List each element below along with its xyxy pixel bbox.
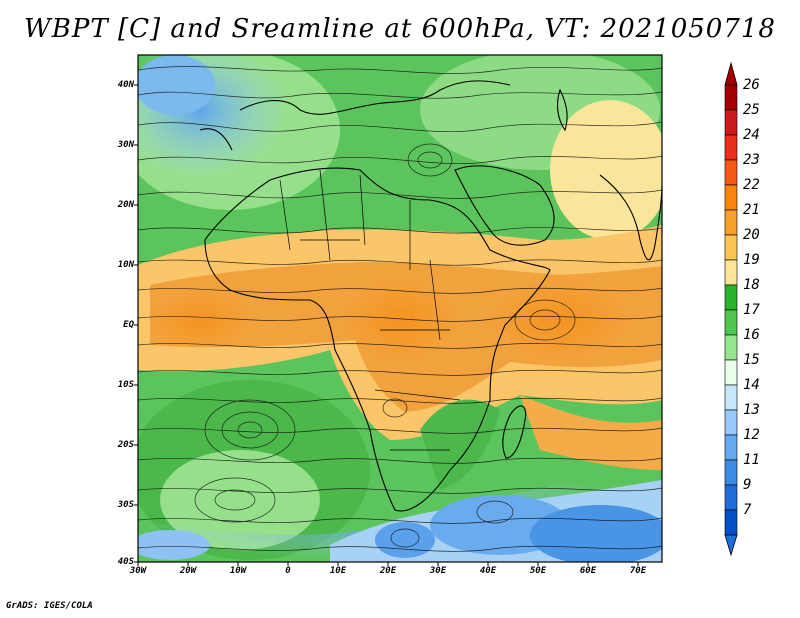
colorbar-label: 15 (743, 352, 760, 368)
colorbar-label: 12 (743, 427, 760, 443)
lon-label-0: 0 (285, 566, 291, 576)
colorbar-segment (724, 484, 738, 511)
colorbar-segment (724, 434, 738, 461)
colorbar-top-arrow (724, 61, 738, 86)
lat-label-10s: 10S (117, 380, 134, 390)
lon-label-60e: 60E (579, 566, 597, 576)
lon-label-50e: 50E (529, 566, 547, 576)
lat-label-20s: 20S (117, 440, 134, 450)
streamlines (138, 66, 662, 552)
lat-label-40n: 40N (117, 80, 134, 90)
colorbar-label: 23 (743, 152, 760, 168)
lon-label-10w: 10W (229, 566, 247, 576)
lat-label-10n: 10N (117, 260, 134, 270)
colorbar-segment (724, 334, 738, 361)
colorbar-label: 24 (743, 127, 760, 143)
lon-label-10e: 10E (329, 566, 347, 576)
colorbar-label: 7 (743, 502, 752, 518)
colorbar-label: 22 (743, 177, 760, 193)
colorbar-label: 13 (743, 402, 760, 418)
colorbar-label: 20 (743, 227, 760, 243)
colorbar-label: 11 (743, 452, 760, 468)
lon-label-20w: 20W (179, 566, 197, 576)
colorbar-segment (724, 284, 738, 311)
grads-credit: GrADS: IGES/COLA (6, 601, 93, 611)
colorbar-segment (724, 459, 738, 486)
colorbar-label: 19 (743, 252, 760, 268)
colorbar-label: 9 (743, 477, 752, 493)
lon-label-40e: 40E (479, 566, 497, 576)
colorbar-segment (724, 309, 738, 336)
colorbar-label: 14 (743, 377, 760, 393)
colorbar-label: 21 (743, 202, 760, 218)
colorbar-segment (724, 109, 738, 136)
lon-label-30w: 30W (129, 566, 147, 576)
lat-label-30n: 30N (117, 140, 134, 150)
lat-label-30s: 30S (117, 500, 134, 510)
lat-label-eq: EQ (123, 320, 134, 330)
axis-ticks (134, 84, 639, 566)
lon-label-70e: 70E (629, 566, 647, 576)
map-title: WBPT [C] and Sreamline at 600hPa, VT: 20… (24, 14, 776, 44)
colorbar-segment (724, 259, 738, 286)
colorbar-label: 26 (743, 77, 760, 93)
lat-label-40s: 40S (117, 557, 134, 567)
lon-label-20e: 20E (379, 566, 397, 576)
colorbar-segment (724, 134, 738, 161)
colorbar-segment (724, 184, 738, 211)
colorbar-bottom-arrow (724, 534, 738, 557)
colorbar (724, 61, 738, 557)
colorbar-label: 16 (743, 327, 760, 343)
lon-label-30e: 30E (429, 566, 447, 576)
colorbar-segment (724, 84, 738, 111)
colorbar-label: 18 (743, 277, 760, 293)
colorbar-segment (724, 234, 738, 261)
colorbar-label: 17 (743, 302, 760, 318)
colorbar-segment (724, 359, 738, 386)
map-frame (137, 54, 663, 563)
coastlines (199, 80, 662, 512)
colorbar-segment (724, 209, 738, 236)
colorbar-segment (724, 159, 738, 186)
lat-label-20n: 20N (117, 200, 134, 210)
wbpt-field (138, 55, 662, 562)
colorbar-segment (724, 409, 738, 436)
colorbar-segment (724, 509, 738, 536)
colorbar-label: 25 (743, 102, 760, 118)
colorbar-segment (724, 384, 738, 411)
